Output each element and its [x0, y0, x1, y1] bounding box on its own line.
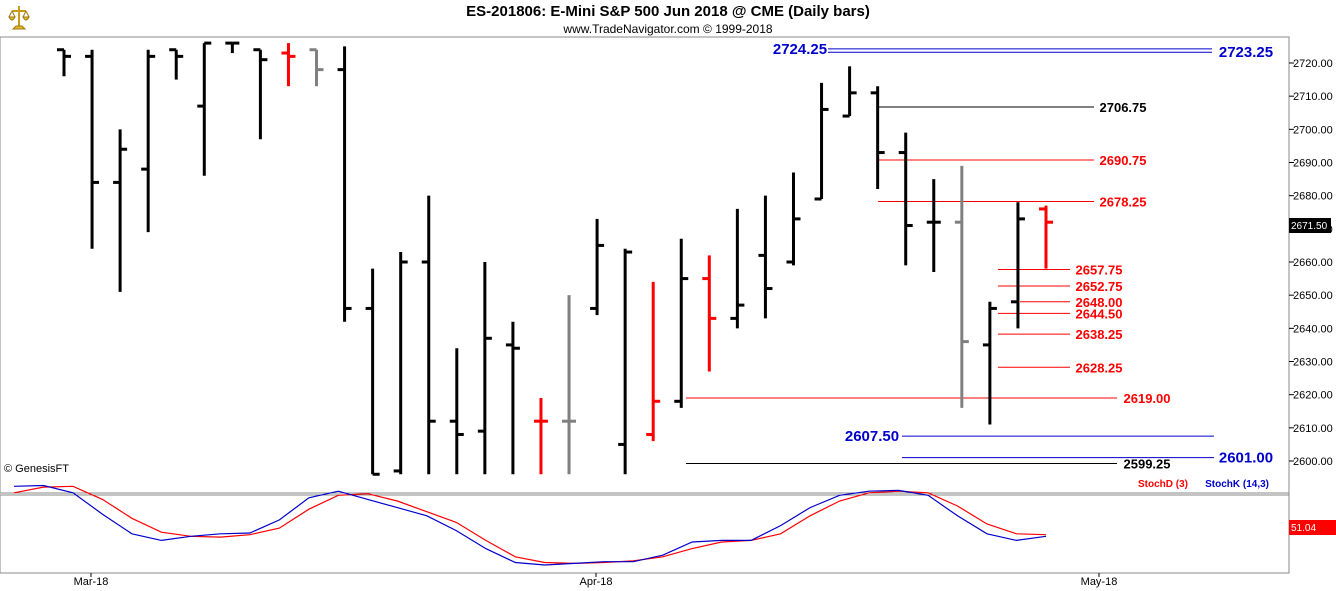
price-tick-label: 2660.00: [1293, 257, 1333, 269]
level-label: 2607.50: [845, 428, 899, 445]
level-label: 2706.75: [1100, 100, 1147, 115]
stochastic-panel-frame: [0, 494, 1290, 574]
price-tick-label: 2720.00: [1293, 58, 1333, 70]
date-axis-ticks: Mar-18 Apr-18 May-18: [74, 573, 1118, 588]
price-tick-label: 2630.00: [1293, 357, 1333, 369]
price-tick-label: 2600.00: [1293, 456, 1333, 468]
chart-title: ES-201806: E-Mini S&P 500 Jun 2018 @ CME…: [466, 3, 870, 20]
price-tick-label: 2610.00: [1293, 423, 1333, 435]
date-tick-label: Apr-18: [579, 576, 612, 588]
date-tick-label: Mar-18: [74, 576, 109, 588]
date-tick-label: May-18: [1081, 576, 1118, 588]
stoch-k-line: [13, 484, 1047, 566]
price-tick-label: 2620.00: [1293, 390, 1333, 402]
chart-subtitle: www.TradeNavigator.com © 1999-2018: [563, 22, 773, 36]
level-label: 2723.25: [1219, 44, 1273, 61]
price-tick-label: 2650.00: [1293, 290, 1333, 302]
current-price-badge: [1289, 218, 1331, 233]
level-label: 2690.75: [1100, 153, 1147, 168]
price-axis-ticks: 2720.002710.002700.002690.002680.002670.…: [1289, 58, 1333, 468]
price-tick-label: 2700.00: [1293, 124, 1333, 136]
chart-header: ES-201806: E-Mini S&P 500 Jun 2018 @ CME…: [0, 0, 1336, 38]
level-label: 2657.75: [1076, 262, 1123, 277]
price-tick-label: 2690.00: [1293, 158, 1333, 170]
level-label: 2644.50: [1076, 306, 1123, 321]
stoch-d-legend: StochD (3): [1138, 479, 1188, 490]
level-label: 2678.25: [1100, 194, 1147, 209]
level-label: 2599.25: [1124, 456, 1171, 471]
level-label: 2652.75: [1076, 279, 1123, 294]
current-price-label: 2671.50: [1291, 221, 1328, 232]
stoch-value-label: 51.04: [1291, 523, 1316, 534]
level-label: 2724.25: [773, 41, 827, 58]
stoch-d-line: [13, 485, 1047, 565]
level-label: 2648.00: [1076, 295, 1123, 310]
price-tick-label: 2680.00: [1293, 191, 1333, 203]
level-label: 2601.00: [1219, 450, 1273, 467]
price-tick-label: 2710.00: [1293, 91, 1333, 103]
stoch-value-badge: [1289, 520, 1336, 535]
level-label: 2628.25: [1076, 360, 1123, 375]
level-label: 2619.00: [1124, 391, 1171, 406]
stochastic-lines: [13, 484, 1047, 566]
ohlc-bars: [57, 41, 1053, 476]
price-tick-label: 2640.00: [1293, 323, 1333, 335]
credit-label: © GenesisFT: [4, 463, 69, 475]
stoch-k-legend: StochK (14,3): [1205, 479, 1269, 490]
genesis-logo-icon: [4, 3, 34, 33]
level-lines: 2724.25 2723.25 2706.75 2690.75 2678.25 2657.…: [686, 41, 1273, 471]
level-label: 2638.25: [1076, 327, 1123, 342]
